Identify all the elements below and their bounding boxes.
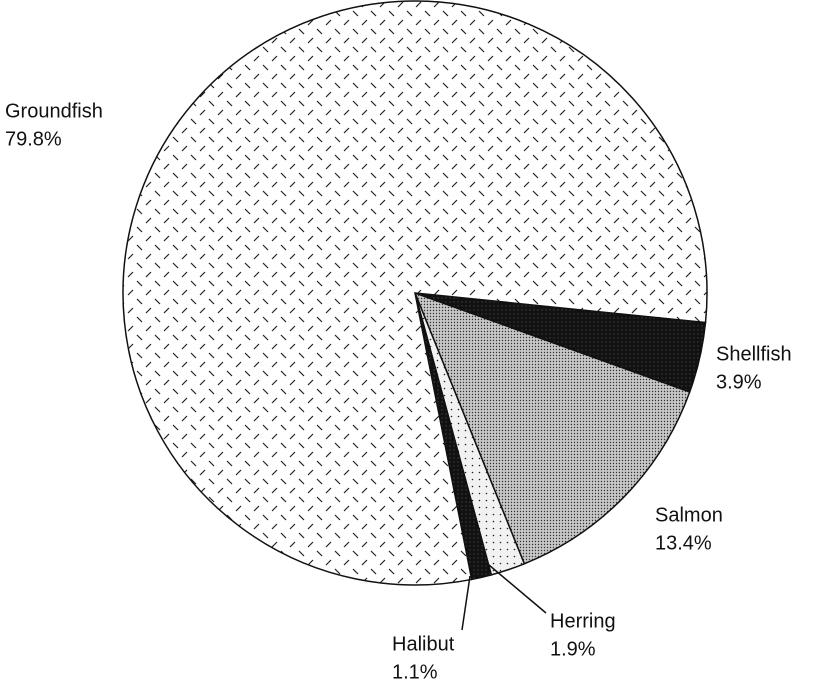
slice-value-label: 79.8% (5, 128, 62, 150)
slice-label: Herring (550, 610, 616, 632)
pie-slice (122, 0, 708, 586)
slice-value-label: 13.4% (655, 532, 712, 554)
slice-value-label: 1.9% (550, 638, 596, 660)
slice-value-label: 3.9% (716, 371, 762, 393)
leader-line (488, 564, 547, 614)
pie-slice (413, 291, 691, 565)
slice-label: Salmon (655, 504, 723, 526)
slice-label: Shellfish (716, 343, 792, 365)
slice-label: Groundfish (5, 100, 103, 122)
slice-value-label: 1.1% (392, 661, 438, 683)
slice-label: Halibut (392, 633, 455, 655)
leader-line (461, 575, 471, 631)
